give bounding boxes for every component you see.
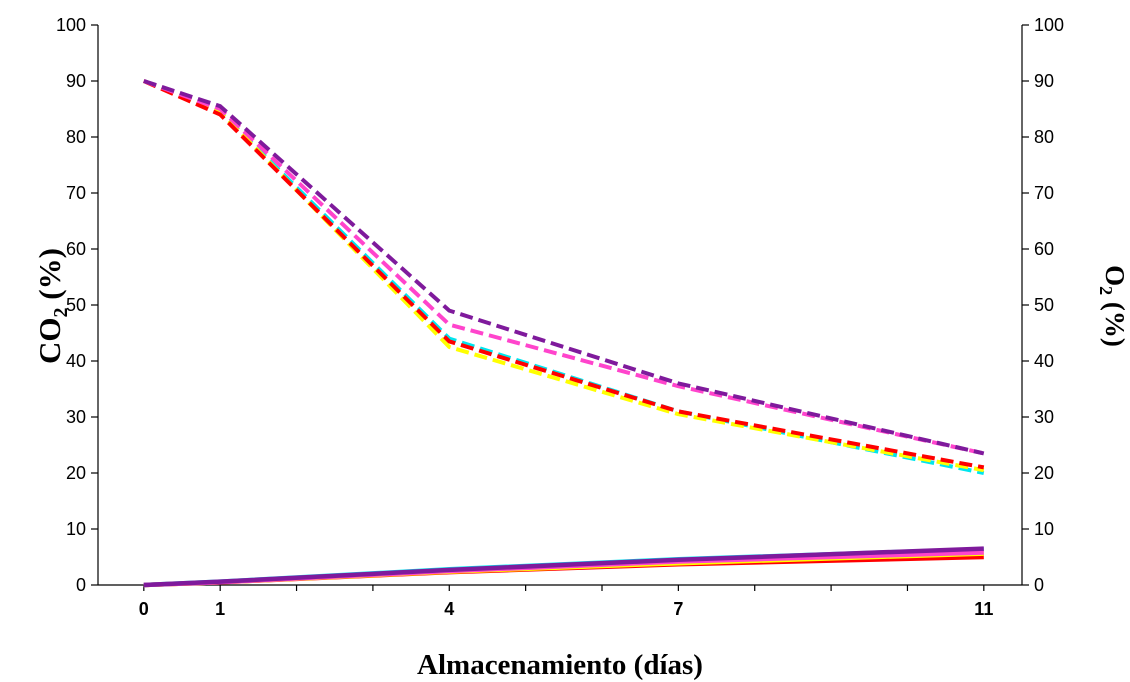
x-tick-label: 7 bbox=[673, 599, 683, 619]
y-right-tick-label: 70 bbox=[1034, 183, 1054, 203]
y-right-tick-label: 50 bbox=[1034, 295, 1054, 315]
y-left-tick-label: 0 bbox=[76, 575, 86, 595]
y-right-tick-label: 0 bbox=[1034, 575, 1044, 595]
y-axis-right-title-main: O bbox=[1100, 265, 1130, 286]
y-right-tick-label: 30 bbox=[1034, 407, 1054, 427]
y-left-tick-label: 20 bbox=[66, 463, 86, 483]
y-axis-right-title: O2 (%) bbox=[1096, 265, 1130, 347]
y-axis-left-title: CO2 (%) bbox=[32, 248, 72, 364]
o2-series-line-3 bbox=[143, 79, 985, 456]
co2-series-line-9 bbox=[143, 546, 984, 588]
x-tick-label: 1 bbox=[215, 599, 225, 619]
y-left-tick-label: 80 bbox=[66, 127, 86, 147]
y-left-tick-label: 40 bbox=[66, 351, 86, 371]
y-left-tick-label: 50 bbox=[66, 295, 86, 315]
y-left-tick-label: 90 bbox=[66, 71, 86, 91]
o2-series-line-4 bbox=[143, 79, 985, 456]
y-axis-left-title-main: CO bbox=[32, 317, 67, 364]
o2-series-line-1 bbox=[143, 79, 985, 473]
y-right-tick-label: 10 bbox=[1034, 519, 1054, 539]
x-tick-label: 4 bbox=[444, 599, 454, 619]
y-left-tick-label: 30 bbox=[66, 407, 86, 427]
series-layer bbox=[142, 79, 985, 588]
y-left-tick-label: 70 bbox=[66, 183, 86, 203]
y-axis-left-title-rest: (%) bbox=[32, 248, 67, 307]
labels: Almacenamiento (días) CO2 (%) O2 (%) bbox=[32, 248, 1130, 681]
y-right-tick-label: 40 bbox=[1034, 351, 1054, 371]
y-right-tick-label: 100 bbox=[1034, 15, 1064, 35]
y-right-tick-label: 60 bbox=[1034, 239, 1054, 259]
y-axis-right-title-rest: (%) bbox=[1100, 295, 1130, 347]
y-left-tick-label: 100 bbox=[56, 15, 86, 35]
x-tick-label: 11 bbox=[974, 599, 993, 619]
x-axis-title: Almacenamiento (días) bbox=[417, 649, 703, 681]
y-right-tick-label: 80 bbox=[1034, 127, 1054, 147]
y-right-tick-label: 20 bbox=[1034, 463, 1054, 483]
y-axis-left-title-sub: 2 bbox=[50, 307, 72, 317]
y-left-tick-label: 10 bbox=[66, 519, 86, 539]
x-tick-label: 0 bbox=[139, 599, 149, 619]
y-right-tick-label: 90 bbox=[1034, 71, 1054, 91]
o2-series-line-2 bbox=[142, 79, 985, 470]
y-left-tick-label: 60 bbox=[66, 239, 86, 259]
o2-series-line-0 bbox=[143, 79, 985, 475]
y-axis-right-title-sub: 2 bbox=[1096, 286, 1116, 295]
